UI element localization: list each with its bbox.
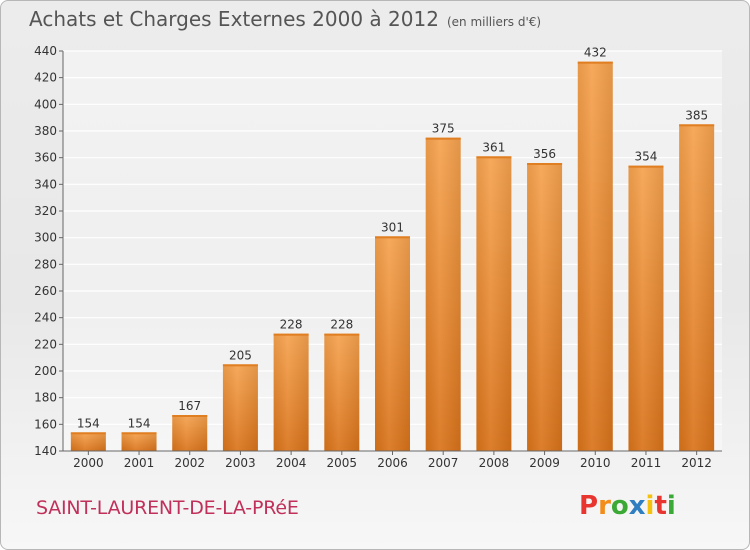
bar-shade-2012 [679, 124, 715, 451]
bar-shade-2001 [121, 432, 157, 451]
value-label: 167 [178, 399, 201, 413]
bar-top-2010 [577, 61, 613, 64]
y-tick-label: 280 [34, 257, 57, 271]
value-label: 375 [432, 122, 455, 136]
bar-top-2006 [375, 236, 410, 239]
x-tick-label: 2010 [580, 456, 611, 470]
bar-top-2012 [679, 124, 715, 127]
bar-shade-2002 [172, 415, 208, 451]
bar-top-2003 [222, 364, 258, 367]
value-label: 228 [280, 318, 303, 332]
bar-top-2011 [628, 165, 664, 168]
value-label: 228 [330, 318, 353, 332]
logo-letter: P [579, 491, 599, 521]
logo-letter: i [645, 491, 655, 521]
y-tick-label: 400 [34, 97, 57, 111]
x-tick-label: 2012 [681, 456, 712, 470]
logo-letter: r [598, 491, 611, 521]
bar-shade-2010 [577, 61, 613, 452]
y-tick-label: 380 [34, 124, 57, 138]
bar-top-2005 [324, 333, 360, 336]
chart-title-text: Achats et Charges Externes 2000 à 2012 [29, 7, 439, 31]
value-label: 432 [584, 46, 607, 60]
y-tick-label: 440 [34, 44, 57, 58]
y-tick-label: 300 [34, 231, 57, 245]
chart-unit: (en milliers d'€) [446, 15, 542, 29]
y-tick-label: 420 [34, 71, 57, 85]
bar-shade-2011 [628, 165, 664, 451]
y-tick-label: 140 [34, 444, 57, 458]
x-tick-label: 2007 [428, 456, 459, 470]
value-label: 385 [685, 108, 708, 122]
y-tick-label: 320 [34, 204, 57, 218]
x-tick-label: 2000 [73, 456, 104, 470]
y-tick-label: 160 [34, 417, 57, 431]
bar-shade-2008 [476, 156, 512, 452]
bar-top-2002 [172, 415, 208, 417]
bar-shade-2005 [324, 333, 360, 451]
bar-top-2004 [273, 333, 309, 336]
commune-name: SAINT-LAURENT-DE-LA-PRéE [36, 497, 299, 519]
value-label: 361 [482, 140, 505, 154]
bar-shade-2000 [70, 432, 106, 451]
logo-letter: o [610, 491, 629, 521]
bar-top-2008 [476, 156, 512, 159]
logo-letter: i [666, 491, 676, 521]
y-tick-label: 200 [34, 364, 57, 378]
x-tick-label: 2005 [327, 456, 358, 470]
logo-letter: x [628, 491, 646, 521]
bar-top-2001 [121, 432, 157, 435]
x-tick-label: 2011 [631, 456, 662, 470]
x-tick-label: 2003 [225, 456, 256, 470]
bar-shade-2004 [273, 333, 309, 451]
value-label: 154 [77, 416, 100, 430]
x-tick-label: 2002 [174, 456, 205, 470]
x-tick-label: 2006 [377, 456, 408, 470]
value-label: 356 [533, 147, 556, 161]
y-tick-label: 180 [34, 391, 57, 405]
value-label: 354 [635, 150, 658, 164]
bar-top-2009 [527, 163, 563, 165]
chart-title: Achats et Charges Externes 2000 à 2012 (e… [29, 7, 541, 31]
bar-top-2007 [425, 137, 461, 140]
y-tick-label: 340 [34, 177, 57, 191]
logo-letter: t [654, 491, 667, 521]
value-label: 154 [128, 416, 151, 430]
bar-shade-2009 [527, 163, 563, 451]
y-tick-label: 220 [34, 337, 57, 351]
y-tick-label: 240 [34, 311, 57, 325]
bar-top-2000 [70, 432, 106, 435]
x-tick-label: 2001 [124, 456, 155, 470]
y-tick-label: 360 [34, 151, 57, 165]
x-tick-label: 2004 [276, 456, 307, 470]
value-label: 205 [229, 348, 252, 362]
x-tick-label: 2009 [529, 456, 560, 470]
bar-shade-2006 [375, 236, 410, 451]
bar-shade-2003 [222, 364, 258, 451]
x-tick-label: 2008 [479, 456, 510, 470]
y-tick-label: 260 [34, 284, 57, 298]
bar-shade-2007 [425, 137, 461, 451]
value-label: 301 [381, 220, 404, 234]
proxiti-logo: Proxiti [579, 491, 676, 521]
